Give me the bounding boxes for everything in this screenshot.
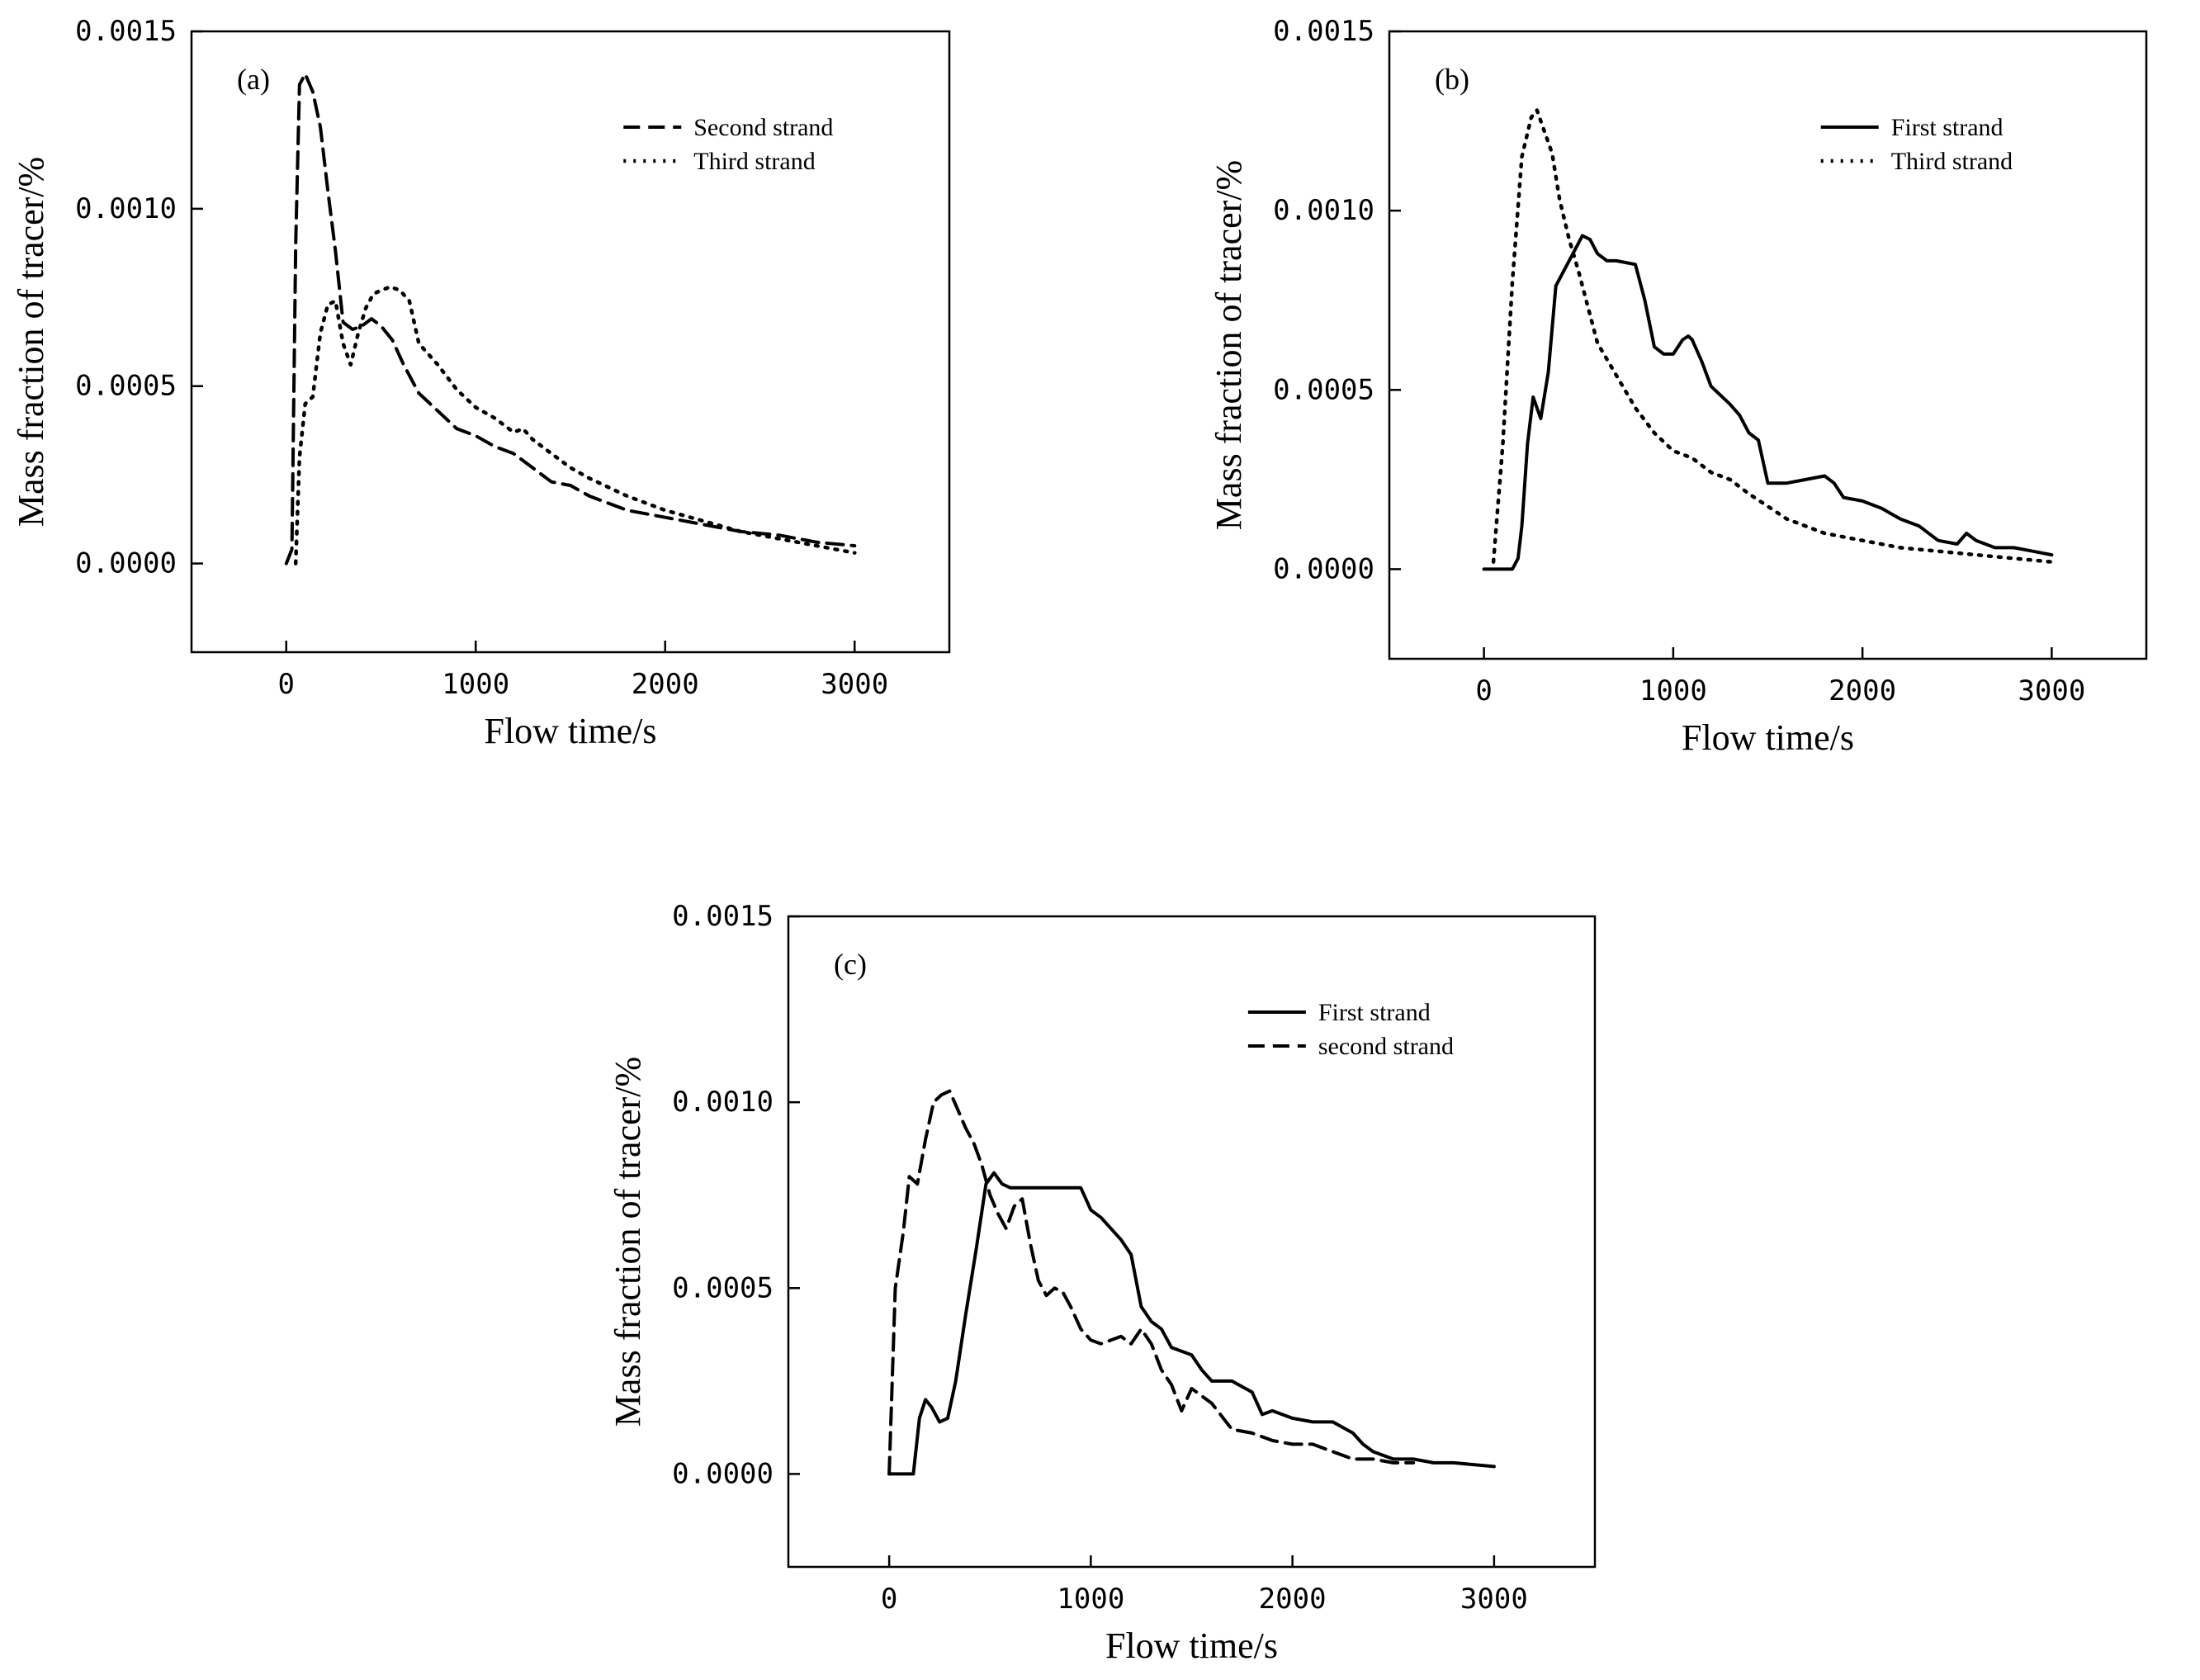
y-axis-title: Mass fraction of tracer/%: [11, 157, 51, 527]
chart-panel-3: 0 1000 2000 3000 0.0000 0.0005 0.0010 0.0015 Flo…: [608, 900, 1597, 1666]
series-line-1: [1482, 234, 2054, 571]
plot-frame: [1388, 30, 2148, 660]
series-line-1: [887, 1171, 1496, 1476]
y-tick-label: 0.0005: [75, 370, 177, 403]
panel-label: (a): [237, 63, 270, 96]
x-tick-label: 1000: [442, 668, 509, 701]
y-axis-title: Mass fraction of tracer/%: [1209, 160, 1249, 530]
x-tick-label: 2000: [1259, 1583, 1327, 1616]
chart-panel-1: 0 1000 2000 3000 0.0000 0.0005 0.0010 0.0015 Flo…: [11, 15, 951, 751]
x-tick-label: 1000: [1057, 1583, 1124, 1616]
y-tick-label: 0.0015: [75, 15, 177, 48]
y-tick-label: 0.0000: [75, 547, 177, 580]
y-tick-label: 0.0000: [1273, 552, 1374, 585]
y-tick-label: 0.0005: [672, 1271, 774, 1304]
x-axis-title: Flow time/s: [1682, 717, 1854, 758]
y-tick-label: 0.0015: [672, 900, 774, 933]
series-line-1: [284, 72, 857, 566]
x-tick-label: 2000: [632, 668, 699, 701]
x-axis-title: Flow time/s: [484, 711, 656, 751]
x-tick-label: 3000: [821, 668, 888, 701]
legend-label: First strand: [1318, 999, 1431, 1026]
x-tick-label: 3000: [1460, 1583, 1528, 1616]
panel-label: (b): [1435, 63, 1469, 96]
y-tick-label: 0.0005: [1273, 373, 1374, 406]
y-tick-label: 0.0000: [672, 1457, 774, 1490]
y-axis-title: Mass fraction of tracer/%: [608, 1057, 648, 1427]
x-tick-label: 1000: [1639, 674, 1707, 707]
legend-label: First strand: [1891, 114, 2004, 141]
x-tick-label: 2000: [1829, 674, 1896, 707]
x-tick-label: 0: [1475, 674, 1492, 707]
plot-frame: [787, 915, 1597, 1569]
x-tick-label: 0: [881, 1583, 897, 1616]
series-line-2: [1491, 108, 2054, 564]
plot-frame: [190, 30, 951, 654]
legend-label: second strand: [1318, 1033, 1454, 1060]
x-tick-label: 0: [278, 668, 295, 701]
chart-panel-2: 0 1000 2000 3000 0.0000 0.0005 0.0010 0.0015 Flo…: [1209, 15, 2148, 758]
x-axis-title: Flow time/s: [1105, 1626, 1278, 1666]
y-tick-label: 0.0015: [1273, 15, 1374, 48]
y-tick-label: 0.0010: [672, 1086, 774, 1119]
panel-label: (c): [834, 948, 867, 981]
y-tick-label: 0.0010: [75, 192, 177, 225]
legend-label: Second strand: [693, 114, 833, 141]
series-line-2: [293, 285, 857, 566]
y-tick-label: 0.0010: [1273, 194, 1374, 227]
legend-label: Third strand: [693, 148, 815, 175]
series-line-2: [887, 1089, 1416, 1476]
x-tick-label: 3000: [2018, 674, 2085, 707]
legend-label: Third strand: [1891, 148, 2013, 175]
